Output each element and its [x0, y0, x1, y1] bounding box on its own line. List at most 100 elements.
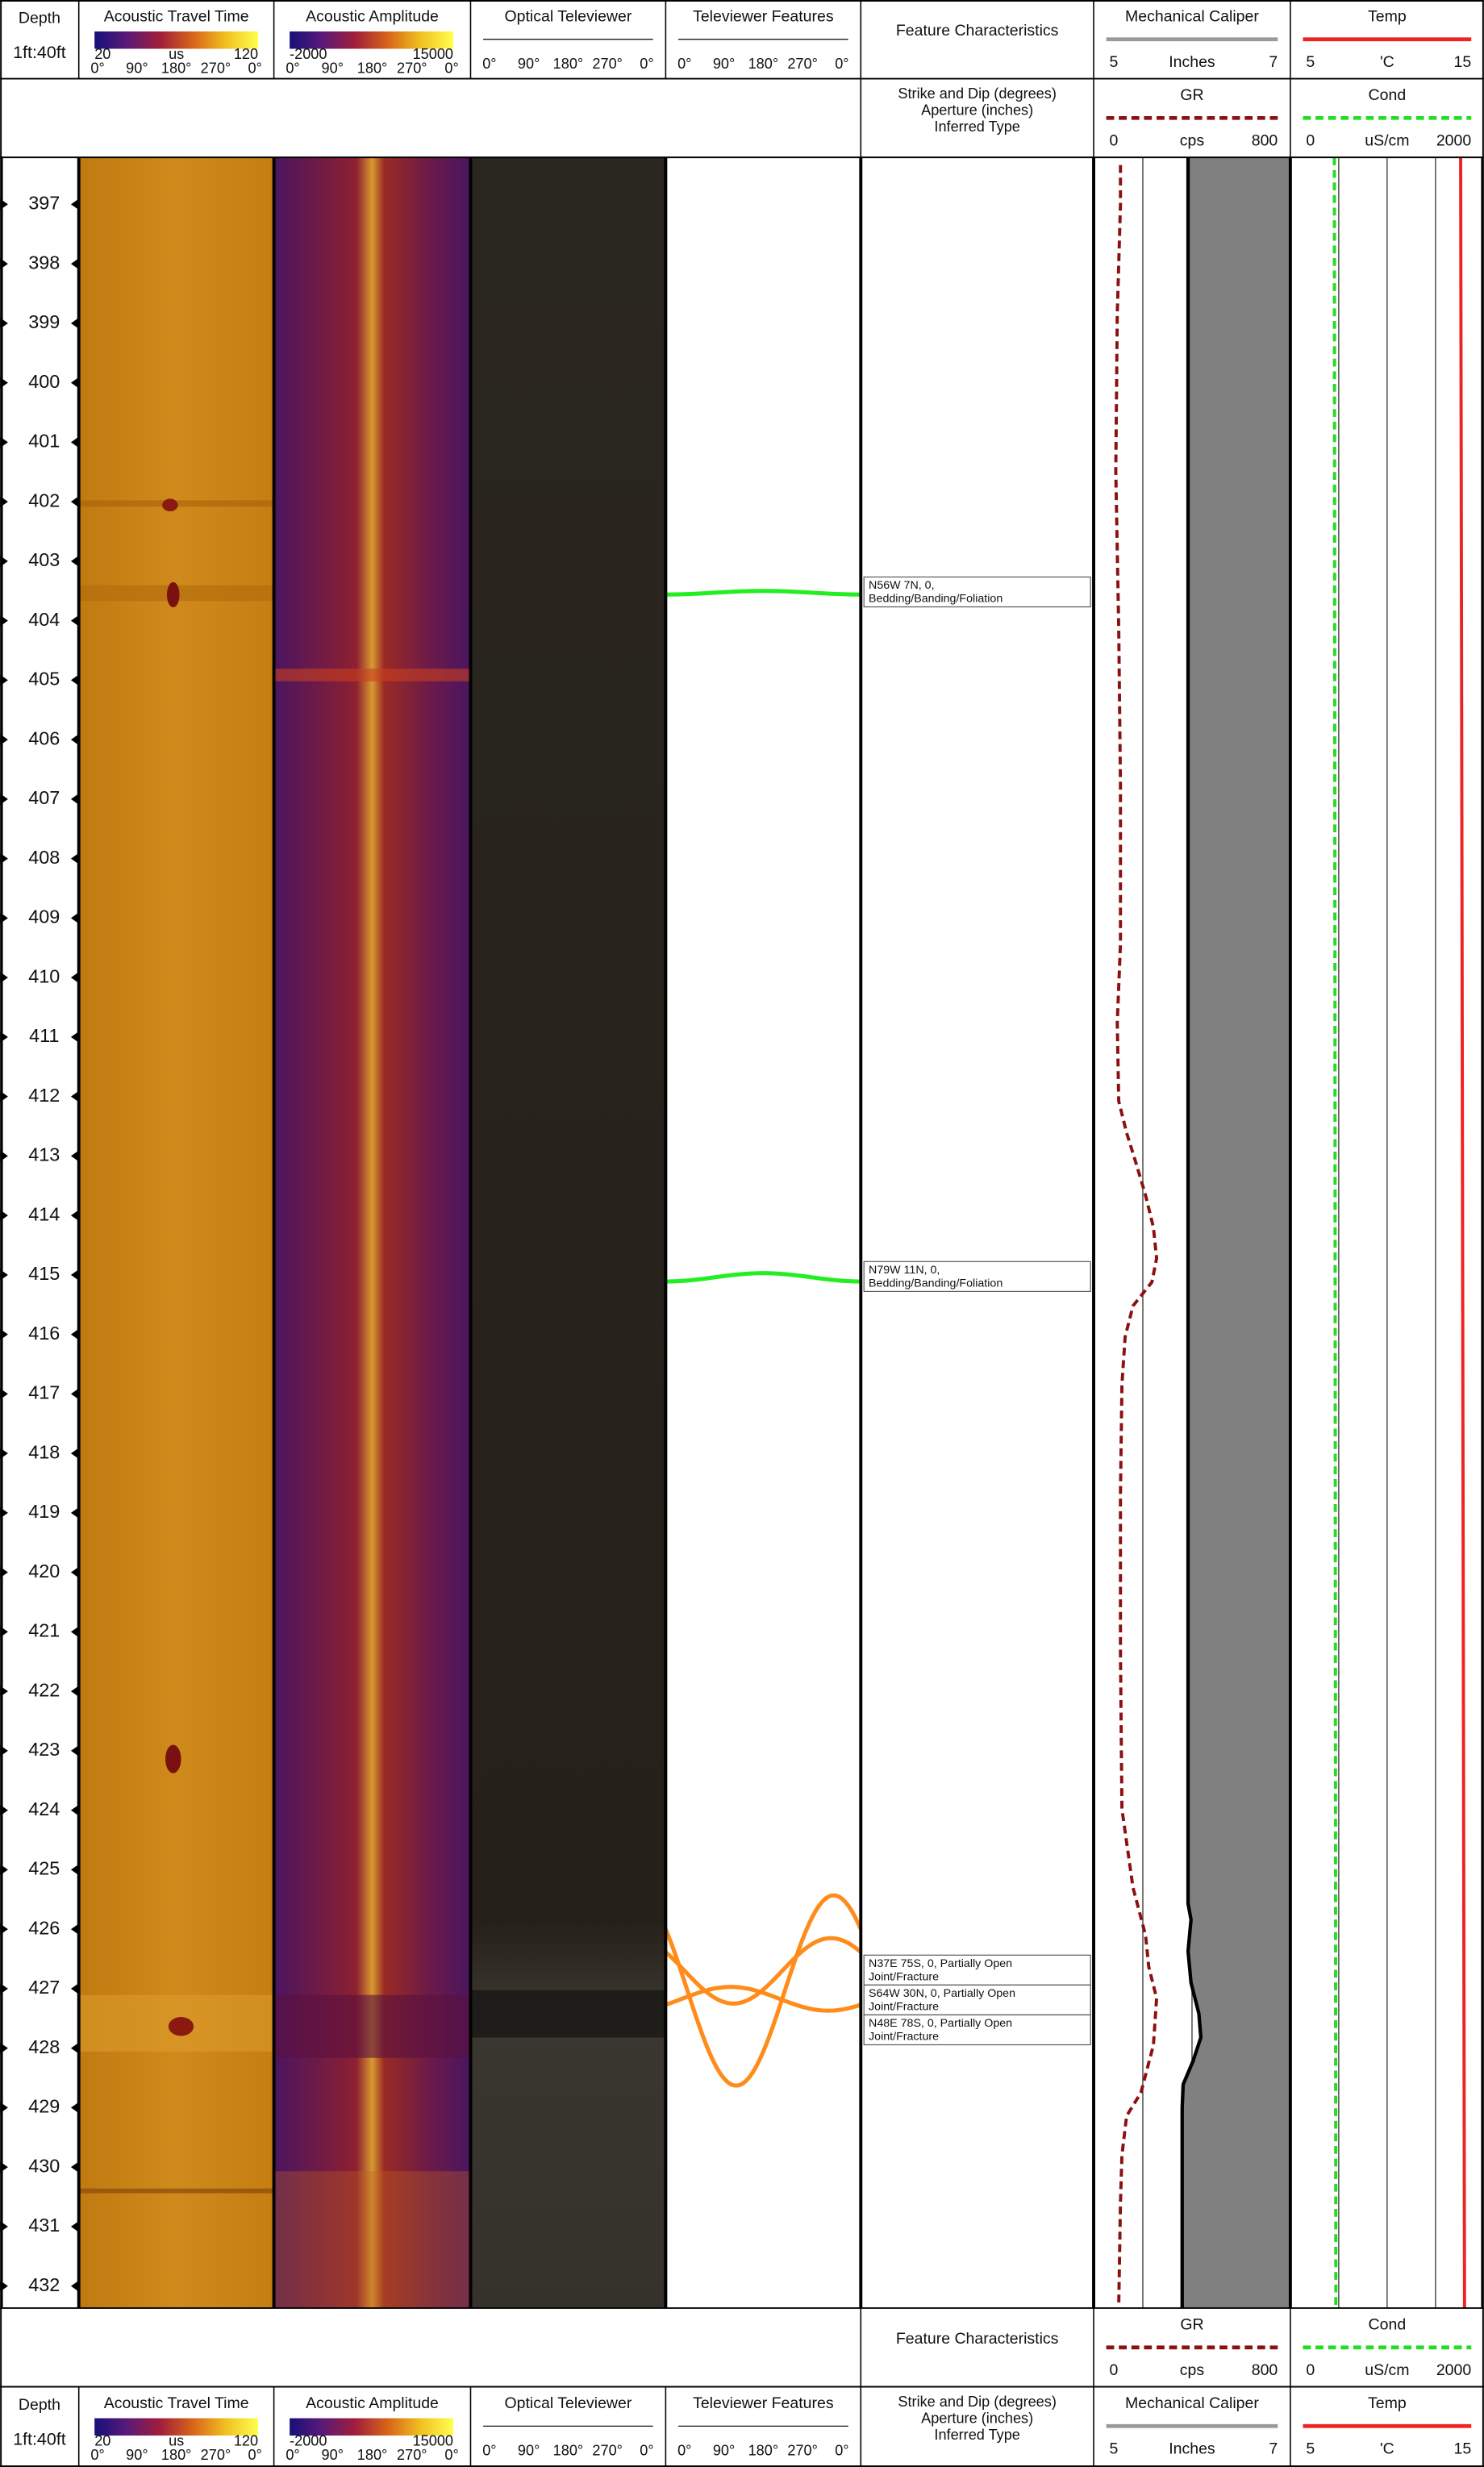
- depth-label: 430: [28, 2155, 60, 2176]
- feature-text: Bedding/Banding/Foliation: [869, 593, 1003, 606]
- log-curve: [1459, 157, 1466, 2308]
- characteristics-title: Feature Characteristics: [896, 22, 1059, 40]
- depth-title: Depth: [19, 10, 60, 27]
- depth-scale: 1ft:40ft: [13, 43, 66, 62]
- curve-unit: 'C: [1380, 53, 1394, 71]
- range-label: -2000: [290, 46, 327, 62]
- depth-tick: [70, 1745, 79, 1756]
- depth-tick: [70, 1626, 79, 1638]
- depth-tick: [70, 674, 79, 686]
- depth-tick: [70, 436, 79, 448]
- feature-text: N37E 75S, 0, Partially Open: [869, 1957, 1012, 1970]
- depth-tick: [70, 615, 79, 627]
- depth-label: 399: [28, 311, 60, 332]
- depth-tick: [70, 1507, 79, 1519]
- depth-tick: [70, 318, 79, 329]
- depth-tick: [70, 556, 79, 567]
- depth-tick: [70, 198, 79, 210]
- depth-tick: [70, 1150, 79, 1162]
- characteristics-legend: Strike and Dip (degrees): [898, 2394, 1056, 2410]
- depth-label: 425: [28, 1858, 60, 1879]
- curve-max: 15: [1454, 2440, 1472, 2458]
- depth-label: 418: [28, 1441, 60, 1462]
- log-curve: [1114, 165, 1159, 2306]
- azimuth-label: 270°: [201, 60, 231, 77]
- image-spot: [168, 2017, 194, 2036]
- curve-max: 7: [1269, 2440, 1278, 2458]
- depth-tick: [70, 377, 79, 389]
- feature-sinusoid: [664, 1936, 862, 2006]
- feature-sinusoid: [665, 1271, 861, 1284]
- curve-max: 2000: [1436, 2361, 1472, 2379]
- depth-label: 423: [28, 1739, 60, 1760]
- depth-label: 419: [28, 1501, 60, 1522]
- depth-tick: [70, 1210, 79, 1221]
- optical-image: [470, 157, 666, 2308]
- range-label: 120: [234, 46, 258, 62]
- range-unit: us: [169, 46, 184, 62]
- curve-title: GR: [1180, 2316, 1203, 2334]
- depth-scale: 1ft:40ft: [13, 2430, 66, 2449]
- azimuth-label: 90°: [713, 2442, 735, 2458]
- range-label: 120: [234, 2433, 258, 2449]
- depth-label: 422: [28, 1679, 60, 1700]
- azimuth-label: 180°: [553, 56, 583, 72]
- depth-label: 411: [29, 1025, 59, 1046]
- azimuth-label: 270°: [592, 2442, 622, 2458]
- feature-text: N79W 11N, 0,: [869, 1264, 940, 1277]
- depth-label: 410: [28, 965, 60, 986]
- depth-label: 405: [28, 669, 60, 690]
- range-label: 15000: [413, 2433, 453, 2449]
- depth-label: 429: [28, 2096, 60, 2117]
- azimuth-label: 90°: [126, 2447, 148, 2463]
- depth-tick: [70, 1448, 79, 1459]
- depth-label: 402: [28, 490, 60, 510]
- azimuth-label: 0°: [90, 2447, 104, 2463]
- curve-title: Mechanical Caliper: [1125, 8, 1259, 26]
- depth-label: 397: [28, 193, 60, 214]
- depth-label: 427: [28, 1977, 60, 1998]
- depth-tick: [70, 1328, 79, 1340]
- depth-label: 407: [28, 787, 60, 808]
- depth-label: 404: [28, 609, 60, 630]
- log-curve: [1332, 157, 1338, 2308]
- depth-tick: [70, 1804, 79, 1816]
- curve-unit: Inches: [1169, 2440, 1215, 2458]
- curve-min: 0: [1306, 2361, 1315, 2379]
- curve-min: 5: [1110, 2440, 1119, 2458]
- curve-unit: cps: [1180, 132, 1205, 150]
- depth-tick: [70, 734, 79, 745]
- depth-tick: [70, 1983, 79, 1994]
- features-track: [665, 157, 861, 2308]
- depth-tick: [70, 1566, 79, 1578]
- range-label: 20: [94, 2433, 110, 2449]
- curve-unit: uS/cm: [1365, 2361, 1409, 2379]
- curve-min: 5: [1306, 53, 1315, 71]
- depth-label: 417: [28, 1382, 60, 1403]
- azimuth-label: 180°: [553, 2442, 583, 2458]
- depth-tick: [70, 1090, 79, 1102]
- azimuth-label: 270°: [787, 2442, 817, 2458]
- depth-tick: [70, 912, 79, 924]
- depth-tick: [70, 794, 79, 805]
- image-band: [78, 2188, 274, 2194]
- depth-label: 398: [28, 252, 60, 273]
- feature-text: Joint/Fracture: [869, 2030, 939, 2043]
- feature-box: [863, 576, 1091, 608]
- amplitude-image: [273, 157, 471, 2308]
- track-title: Acoustic Amplitude: [306, 2394, 439, 2412]
- depth-label: 421: [28, 1620, 60, 1641]
- image-tracks: [78, 157, 861, 2308]
- depth-tick: [70, 1686, 79, 1697]
- feature-box: [863, 2014, 1091, 2046]
- azimuth-label: 0°: [444, 2447, 458, 2463]
- characteristics-legend: Inferred Type: [934, 2427, 1019, 2443]
- depth-label: 412: [28, 1085, 60, 1106]
- depth-tick: [70, 2161, 79, 2173]
- curve-max: 15: [1454, 53, 1472, 71]
- depth-tick: [70, 1923, 79, 1935]
- track-title: Acoustic Travel Time: [104, 2394, 249, 2412]
- depth-label: 400: [28, 371, 60, 392]
- depth-tick: [70, 1031, 79, 1043]
- feature-text: Bedding/Banding/Foliation: [869, 1277, 1003, 1290]
